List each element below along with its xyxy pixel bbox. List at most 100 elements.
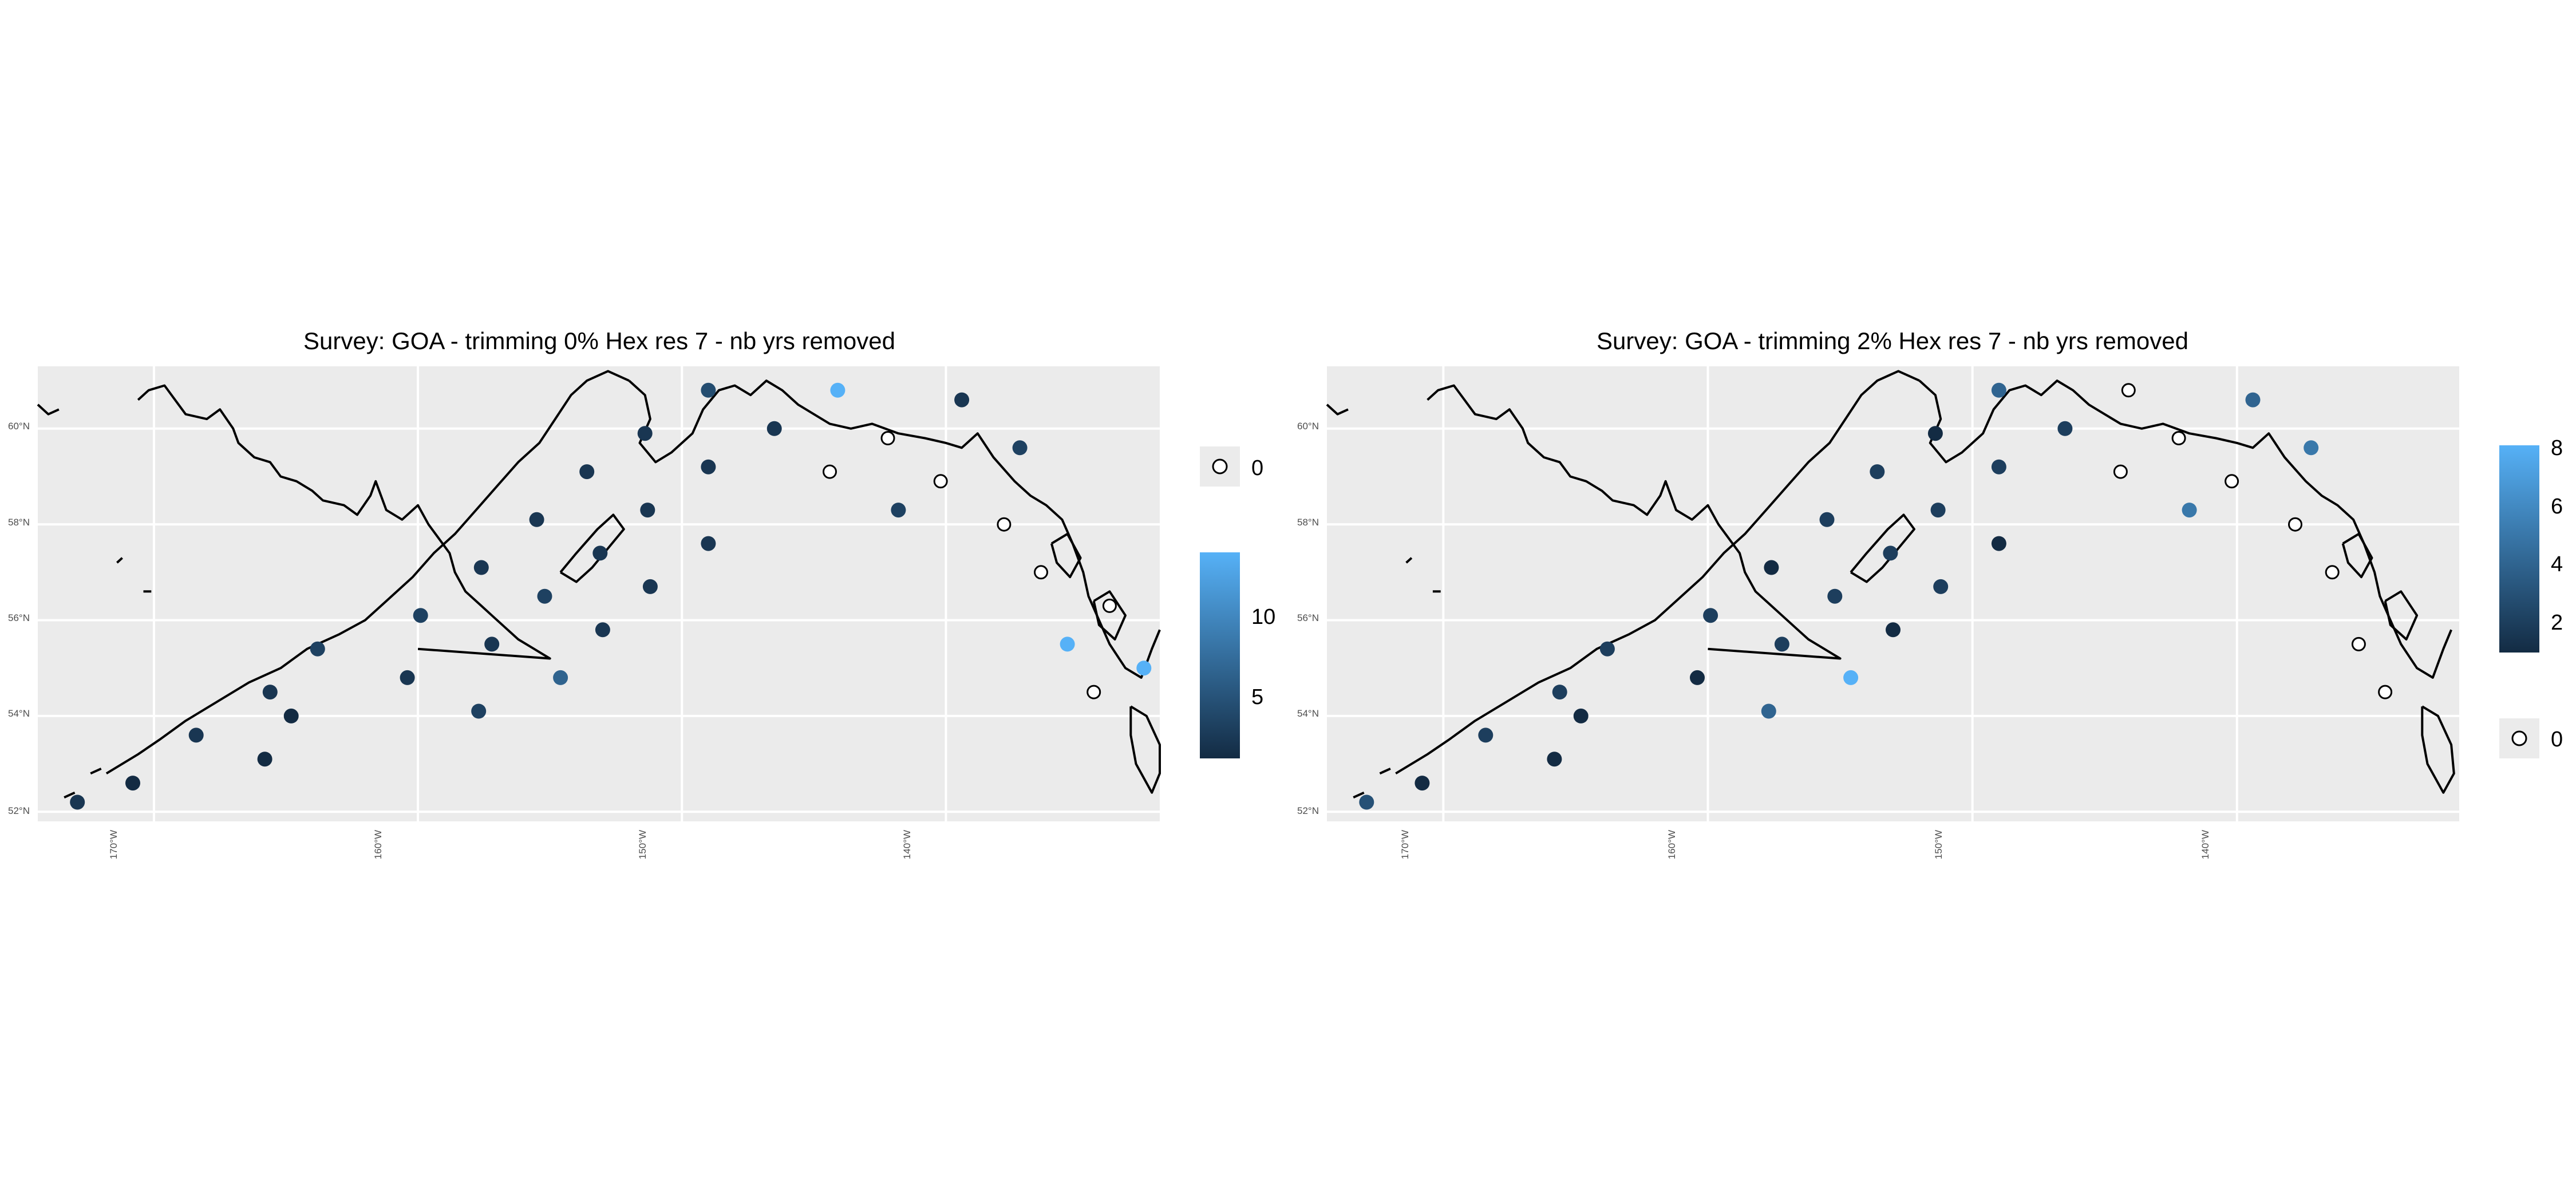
station-point (1478, 727, 1494, 743)
station-point (579, 464, 595, 480)
station-point (954, 392, 970, 408)
coastline-segment (37, 404, 60, 416)
y-tick-label: 58°N (1297, 517, 1319, 528)
station-point (188, 727, 204, 743)
legend-colorbar-label: 6 (2551, 495, 2563, 519)
x-tick-label: 170°W (1400, 830, 1411, 859)
station-point (701, 536, 716, 551)
map-panel-right: Survey: GOA - trimming 2% Hex res 7 - nb… (1297, 327, 2563, 859)
coastline-segment (1918, 379, 2452, 679)
coastline-segment (1050, 532, 1082, 579)
station-point (1991, 459, 2006, 475)
station-point (484, 636, 500, 652)
coastline-segment (2384, 590, 2419, 640)
station-point (262, 685, 278, 700)
station-point (891, 503, 906, 518)
station-point (1552, 685, 1567, 700)
station-point (1991, 382, 2006, 398)
station-point-zero (823, 464, 837, 479)
station-point (767, 421, 782, 436)
station-point (1547, 752, 1562, 767)
y-tick-label: 54°N (1297, 708, 1319, 719)
station-point-zero (1034, 565, 1048, 580)
station-point (1991, 536, 2006, 551)
coastline-segment (1326, 404, 1349, 416)
station-point (830, 382, 846, 398)
station-point-zero (2288, 517, 2302, 532)
station-point (257, 752, 272, 767)
coastline-segment (64, 791, 76, 799)
x-tick-label: 140°W (902, 830, 912, 859)
station-point-zero (2121, 383, 2136, 398)
station-point (1012, 440, 1028, 456)
station-point-zero (2378, 685, 2393, 699)
station-point (1764, 560, 1779, 575)
station-point-zero (2171, 431, 2186, 445)
legend-zero-symbol (1212, 458, 1228, 475)
y-tick-label: 56°N (1297, 612, 1319, 623)
coastline-segment (2421, 705, 2455, 794)
station-point-zero (2113, 464, 2128, 479)
legend-right: 8 6 4 2 0 (2499, 436, 2563, 758)
station-point (1136, 661, 1152, 676)
station-point (529, 512, 544, 527)
coastline-segment (1092, 590, 1127, 640)
x-tick-label: 160°W (1666, 830, 1677, 859)
station-point (1933, 579, 1949, 594)
legend-colorbar-label: 5 (1251, 685, 1263, 709)
station-point (2057, 421, 2073, 436)
y-tick-label: 54°N (8, 708, 30, 719)
coastline-segment (1353, 791, 1365, 799)
coastline-segment (1379, 768, 1391, 775)
coastline-segment (628, 379, 1161, 679)
coastline-right (1326, 370, 2455, 799)
y-tick-label: 58°N (8, 517, 30, 528)
y-tick-label: 52°N (8, 805, 30, 816)
points-left (70, 382, 1152, 810)
panel-title-left: Survey: GOA - trimming 0% Hex res 7 - nb… (303, 327, 895, 354)
station-point (283, 708, 299, 723)
station-point (553, 670, 568, 685)
station-point (1774, 636, 1789, 652)
station-point (125, 776, 140, 791)
y-tick-label: 60°N (1297, 421, 1319, 432)
station-point (1761, 703, 1776, 719)
legend-zero-symbol (2511, 730, 2527, 746)
station-point (1843, 670, 1859, 685)
legend-colorbar-label: 4 (2551, 552, 2563, 576)
legend-zero-label: 0 (2551, 727, 2563, 752)
x-tick-label: 150°W (1933, 830, 1944, 859)
station-point (1883, 545, 1898, 561)
station-point (310, 641, 325, 657)
station-point (642, 579, 658, 594)
coastline-segment (1129, 705, 1161, 794)
station-point (1870, 464, 1885, 480)
panel-title-right: Survey: GOA - trimming 2% Hex res 7 - nb… (1597, 327, 2188, 354)
coastline-segment (1405, 557, 1413, 564)
station-point (1060, 636, 1075, 652)
station-point-zero (933, 474, 948, 489)
station-point (2245, 392, 2261, 408)
station-point-zero (997, 517, 1012, 532)
map-background-left (38, 366, 1160, 821)
station-point (640, 503, 655, 518)
station-point (1827, 588, 1843, 604)
station-point-zero (2325, 565, 2340, 580)
station-point (2182, 503, 2197, 518)
coastline-segment (137, 384, 551, 660)
legend-colorbar (1200, 552, 1240, 758)
station-point (637, 426, 653, 441)
coastline-segment (1850, 513, 1915, 583)
station-point-zero (880, 431, 895, 445)
station-point (1573, 708, 1589, 723)
y-tick-label: 60°N (8, 421, 30, 432)
station-point (1359, 794, 1374, 810)
y-tick-label: 52°N (1297, 805, 1319, 816)
coastline-segment (116, 557, 123, 564)
station-point (1930, 503, 1946, 518)
legend-colorbar-label: 8 (2551, 436, 2563, 460)
station-point-zero (1086, 685, 1101, 699)
station-point (400, 670, 415, 685)
